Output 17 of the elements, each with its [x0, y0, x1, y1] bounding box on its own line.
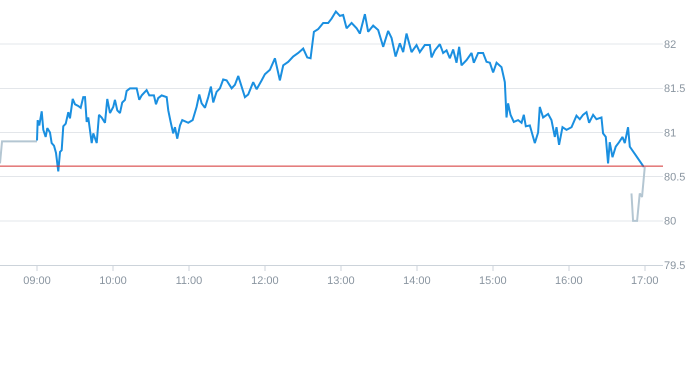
- x-tick-label: 17:00: [631, 275, 659, 288]
- x-tick-label: 13:00: [327, 275, 355, 288]
- y-tick-label: 82: [664, 39, 676, 52]
- line-series: [630, 166, 646, 222]
- y-tick-label: 80.5: [664, 172, 686, 184]
- x-tick-label: 15:00: [479, 275, 507, 288]
- x-tick-label: 09:00: [23, 275, 51, 288]
- line-series: [36, 10, 645, 172]
- x-tick-label: 14:00: [403, 275, 431, 288]
- y-tick-label: 81: [664, 127, 676, 140]
- x-tick-label: 12:00: [251, 275, 279, 288]
- y-tick-label: 81.5: [664, 83, 686, 96]
- x-tick-label: 10:00: [99, 275, 127, 288]
- x-tick-label: 16:00: [555, 275, 583, 288]
- y-tick-label: 79.5: [664, 260, 686, 272]
- x-tick-label: 11:00: [176, 275, 202, 288]
- y-tick-label: 80: [664, 216, 676, 228]
